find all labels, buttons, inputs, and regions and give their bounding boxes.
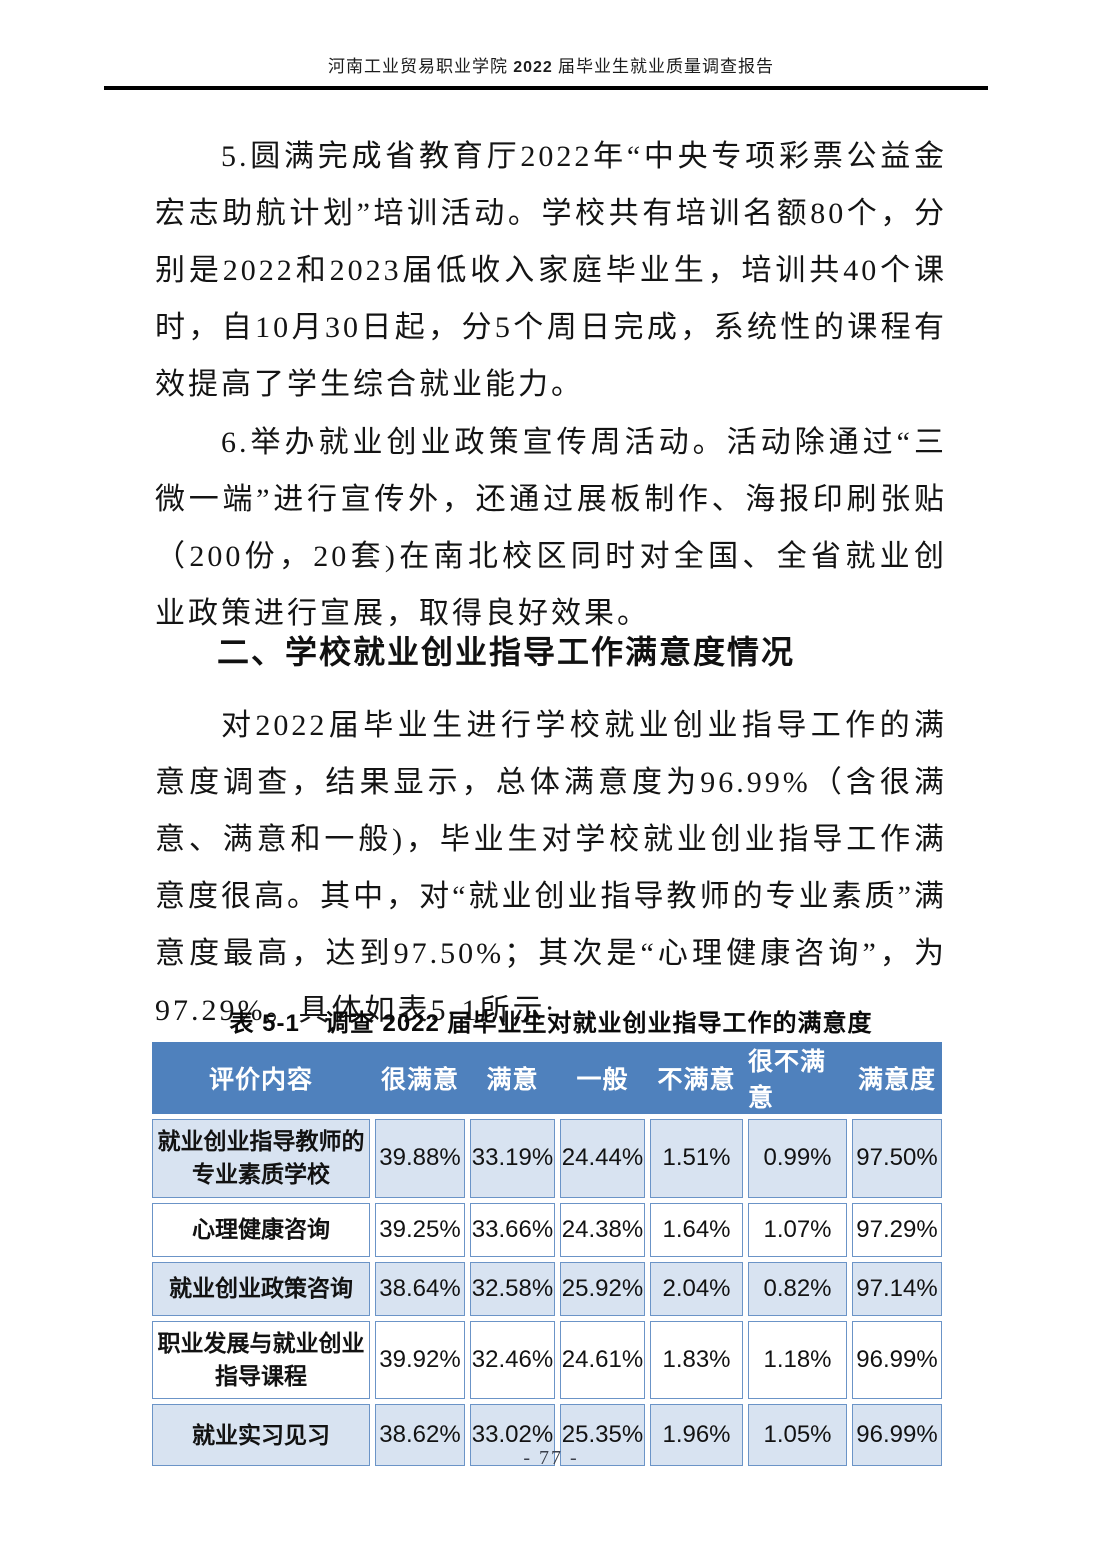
paragraph-item-6: 6.举办就业创业政策宣传周活动。活动除通过“三微一端”进行宣传外，还通过展板制作… xyxy=(155,426,947,630)
table-cell: 97.29% xyxy=(852,1202,942,1257)
table-row-label: 心理健康咨询 xyxy=(152,1202,370,1257)
table-cell: 2.04% xyxy=(650,1261,743,1316)
table-cell: 1.83% xyxy=(650,1320,743,1400)
table-cell: 24.38% xyxy=(560,1202,645,1257)
table-cell: 33.02% xyxy=(470,1404,555,1467)
table-cell: 32.58% xyxy=(470,1261,555,1316)
table-cell: 39.92% xyxy=(375,1320,465,1400)
table-cell: 24.44% xyxy=(560,1119,645,1198)
table-cell: 32.46% xyxy=(470,1320,555,1400)
column-header-neutral: 一般 xyxy=(560,1042,645,1114)
column-header-satisfaction-rate: 满意度 xyxy=(852,1042,942,1114)
table-body: 就业创业指导教师的专业素质学校 39.88% 33.19% 24.44% 1.5… xyxy=(152,1119,942,1467)
column-header-very-satisfied: 很满意 xyxy=(375,1042,465,1114)
table-cell: 24.61% xyxy=(560,1320,645,1400)
page-number: - 77 - xyxy=(523,1447,579,1469)
table-caption: 表 5-1 调查 2022 届毕业生对就业创业指导工作的满意度 xyxy=(229,1010,873,1037)
table-cell: 0.99% xyxy=(748,1119,847,1198)
section-heading: 二、学校就业创业指导工作满意度情况 xyxy=(217,634,796,670)
table-row-label: 职业发展与就业创业指导课程 xyxy=(152,1320,370,1400)
column-header-unsatisfied: 不满意 xyxy=(650,1042,743,1114)
table-cell: 1.07% xyxy=(748,1202,847,1257)
paragraph-item-5: 5.圆满完成省教育厅2022年“中央专项彩票公益金宏志助航计划”培训活动。学校共… xyxy=(155,140,947,401)
satisfaction-table: 评价内容 很满意 满意 一般 不满意 很不满意 满意度 就业创业指导教师的专业素… xyxy=(152,1042,942,1467)
table-cell: 33.19% xyxy=(470,1119,555,1198)
table-cell: 97.50% xyxy=(852,1119,942,1198)
table-row-label: 就业创业政策咨询 xyxy=(152,1261,370,1316)
column-header-very-unsatisfied: 很不满意 xyxy=(748,1042,847,1114)
table-cell: 33.66% xyxy=(470,1202,555,1257)
table-cell: 1.05% xyxy=(748,1404,847,1467)
table-cell: 39.88% xyxy=(375,1119,465,1198)
table-cell: 96.99% xyxy=(852,1404,942,1467)
column-header-satisfied: 满意 xyxy=(470,1042,555,1114)
table-cell: 0.82% xyxy=(748,1261,847,1316)
header-divider-rule xyxy=(104,86,988,90)
table-cell: 39.25% xyxy=(375,1202,465,1257)
table-cell: 25.35% xyxy=(560,1404,645,1467)
table-cell: 1.51% xyxy=(650,1119,743,1198)
table-cell: 1.64% xyxy=(650,1202,743,1257)
table-cell: 96.99% xyxy=(852,1320,942,1400)
table-cell: 97.14% xyxy=(852,1261,942,1316)
paragraph-satisfaction-intro: 对2022届毕业生进行学校就业创业指导工作的满意度调查，结果显示，总体满意度为9… xyxy=(155,709,947,1027)
table-cell: 38.64% xyxy=(375,1261,465,1316)
column-header-category: 评价内容 xyxy=(152,1042,370,1114)
table-cell: 25.92% xyxy=(560,1261,645,1316)
running-header-text-suffix: 届毕业生就业质量调查报告 xyxy=(552,57,775,76)
running-header: 河南工业贸易职业学院 2022 届毕业生就业质量调查报告 xyxy=(0,52,1102,77)
running-header-text-prefix: 河南工业贸易职业学院 xyxy=(327,57,514,76)
running-header-year: 2022 xyxy=(513,59,553,76)
table-cell: 1.18% xyxy=(748,1320,847,1400)
table-cell: 1.96% xyxy=(650,1404,743,1467)
table-cell: 38.62% xyxy=(375,1404,465,1467)
table-row-label: 就业创业指导教师的专业素质学校 xyxy=(152,1119,370,1198)
table-row-label: 就业实习见习 xyxy=(152,1404,370,1467)
table-header-row: 评价内容 很满意 满意 一般 不满意 很不满意 满意度 xyxy=(152,1042,942,1114)
